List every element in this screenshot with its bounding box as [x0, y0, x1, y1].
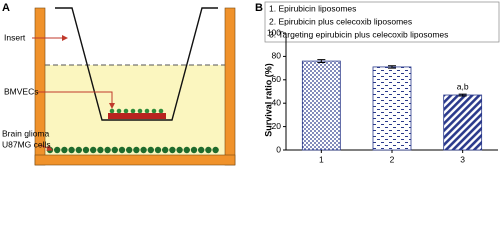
cell — [111, 146, 119, 154]
cell — [126, 146, 133, 154]
cell — [162, 146, 169, 154]
cell — [54, 146, 61, 154]
panel-a: A Insert BMVECs Brain glioma U87MG cells — [2, 2, 236, 166]
error-bar — [388, 65, 396, 69]
label: Insert — [4, 32, 26, 42]
cell — [68, 146, 75, 154]
panel-label: B — [255, 2, 263, 14]
bar — [372, 66, 412, 151]
legend-entry: 3. Targeting epirubicin plus celecoxib l… — [269, 29, 448, 39]
cell — [169, 146, 176, 154]
y-tick-label: 0 — [276, 144, 281, 154]
cell — [104, 146, 111, 154]
cell — [205, 146, 212, 154]
label: Brain glioma — [2, 128, 50, 138]
figure: A Insert BMVECs Brain glioma U87MG cells… — [2, 1, 500, 166]
cell — [90, 146, 97, 154]
y-tick-label: 100 — [267, 27, 281, 37]
y-tick-label: 40 — [272, 97, 282, 107]
x-tick-label: 1 — [319, 154, 324, 164]
y-tick-label: 80 — [272, 51, 282, 61]
legend-entry: 1. Epirubicin liposomes — [269, 3, 356, 13]
error-bar — [458, 93, 467, 97]
label: BMVECs — [4, 86, 38, 96]
cell — [118, 146, 126, 154]
cell — [198, 146, 205, 154]
cell — [190, 146, 198, 154]
cell — [75, 146, 83, 154]
y-axis-label: Survival ratio (%) — [263, 63, 273, 137]
cell — [176, 146, 183, 154]
annotation: a,b — [457, 81, 469, 91]
cell — [97, 146, 104, 154]
x-tick-label: 3 — [460, 154, 465, 164]
label: U87MG cells — [2, 139, 51, 149]
cell — [183, 146, 190, 154]
x-tick-label: 2 — [390, 154, 395, 164]
legend — [264, 1, 500, 43]
panel-label: A — [2, 2, 10, 14]
cell — [147, 146, 154, 154]
cell — [61, 146, 68, 154]
cell — [154, 146, 162, 154]
cell — [212, 146, 219, 154]
cell — [140, 146, 147, 154]
cell — [133, 146, 140, 154]
cell — [82, 146, 90, 154]
bar — [443, 94, 483, 151]
bar — [301, 60, 341, 151]
y-tick-label: 20 — [272, 121, 282, 131]
legend-entry: 2. Epirubicin plus celecoxib liposomes — [269, 16, 412, 26]
y-tick-label: 60 — [272, 74, 282, 84]
error-bar — [317, 59, 326, 63]
